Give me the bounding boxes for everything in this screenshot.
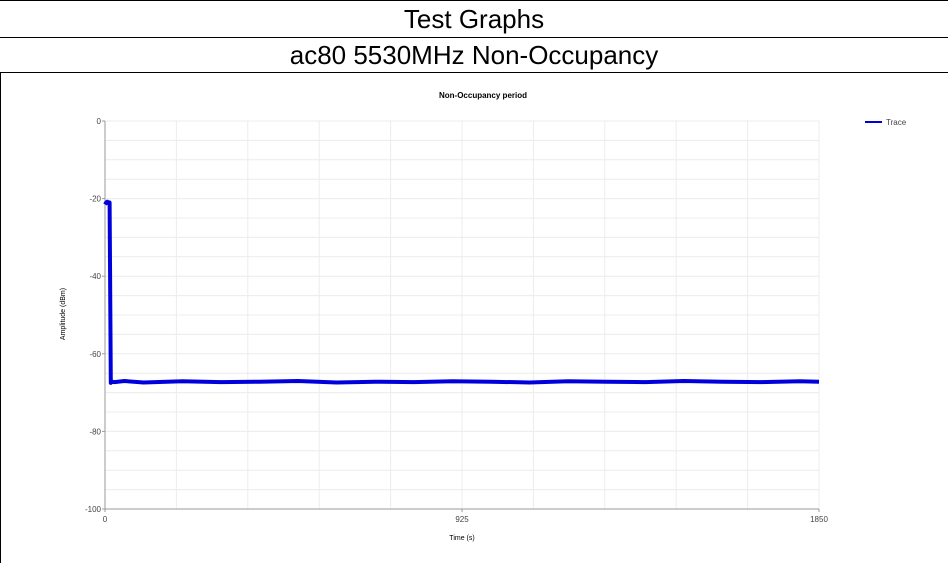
y-axis-label: Amplitude (dBm) <box>60 288 67 340</box>
report-title: Test Graphs <box>0 0 948 38</box>
y-tick-label: -80 <box>89 427 101 436</box>
grid <box>104 120 820 510</box>
graph-subtitle: ac80 5530MHz Non-Occupancy <box>0 38 948 73</box>
chart-title: Non-Occupancy period <box>439 91 527 100</box>
legend: Trace <box>865 118 907 127</box>
y-tick-label: -60 <box>89 350 101 359</box>
y-tick-label: -100 <box>85 505 102 514</box>
y-tick-label: -40 <box>89 272 101 281</box>
left-border <box>0 73 1 563</box>
series-line-trace <box>103 199 820 385</box>
series-layer <box>103 199 820 385</box>
legend-label-trace: Trace <box>886 118 907 127</box>
x-tick-label: 0 <box>103 515 108 524</box>
x-axis-label: Time (s) <box>449 535 474 542</box>
y-tick-label: -20 <box>89 195 101 204</box>
x-tick-label: 925 <box>455 515 469 524</box>
axes <box>102 120 820 512</box>
x-tick-label: 1850 <box>810 515 828 524</box>
y-tick-label: 0 <box>97 117 102 126</box>
